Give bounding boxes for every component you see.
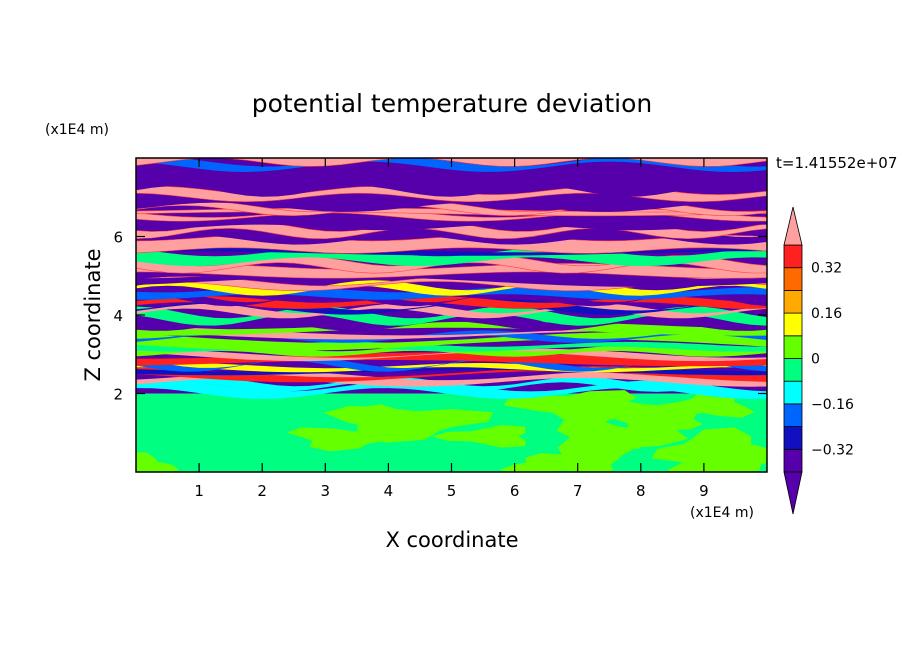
colorbar-segment	[783, 403, 803, 427]
upper-band	[136, 371, 767, 387]
x-tick-label: 1	[194, 482, 204, 500]
lower-blob	[357, 404, 446, 437]
chart-title: potential temperature deviation	[252, 89, 652, 118]
x-tick-label: 3	[321, 482, 331, 500]
x-tick-label: 4	[384, 482, 394, 500]
y-tick-label: 6	[113, 229, 123, 247]
colorbar-segment	[783, 358, 803, 382]
y-axis-ticks: 2 4 6	[113, 229, 767, 404]
upper-band	[136, 348, 767, 362]
colorbar-segment	[783, 426, 803, 450]
colorbar-tick-label: 0	[811, 352, 820, 368]
upper-band	[136, 255, 767, 274]
x-tick-label: 9	[699, 482, 709, 500]
lower-blob	[639, 411, 703, 439]
lower-blob	[667, 447, 762, 472]
upper-band	[136, 158, 767, 167]
lower-blob	[499, 453, 614, 472]
lower-blob	[503, 390, 637, 425]
time-label: t=1.41552e+07	[776, 154, 897, 172]
upper-band	[136, 227, 767, 245]
lower-blob	[651, 427, 767, 465]
x-unit-label: (x1E4 m)	[690, 505, 754, 521]
upper-band	[136, 290, 767, 307]
colorbar-tick-label: −0.16	[811, 397, 854, 413]
x-tick-label: 8	[636, 482, 646, 500]
upper-band	[136, 321, 767, 336]
colorbar-tick-label: 0.16	[811, 306, 842, 322]
upper-band	[356, 158, 641, 159]
colorbar-segment	[783, 448, 803, 473]
upper-band	[136, 303, 767, 319]
x-axis-ticks: 1 2 3 4 5 6 7 8 9	[194, 158, 709, 500]
upper-band	[136, 363, 767, 373]
x-tick-label: 7	[573, 482, 583, 500]
colorbar-segment	[783, 312, 803, 337]
colorbar-tick-label: −0.32	[811, 442, 854, 458]
y-tick-label: 2	[113, 386, 123, 404]
y-tick-label: 4	[113, 307, 123, 325]
colorbar-segment	[783, 267, 803, 291]
y-unit-label: (x1E4 m)	[45, 122, 109, 138]
x-tick-label: 2	[257, 482, 267, 500]
colorbar-segment	[783, 289, 803, 314]
upper-band	[136, 176, 767, 197]
colorbar-segment	[783, 335, 803, 359]
upper-band	[136, 276, 767, 292]
upper-band	[136, 280, 767, 296]
y-axis-label: Z coordinate	[81, 248, 105, 381]
colorbar: 0.32 0.16 0 −0.16 −0.32	[783, 206, 854, 515]
x-tick-label: 5	[447, 482, 457, 500]
upper-band	[136, 212, 767, 231]
upper-band	[136, 331, 767, 351]
colorbar-under-arrow	[783, 471, 803, 515]
colorbar-segment	[783, 380, 803, 405]
colorbar-segment	[783, 244, 803, 269]
colorbar-over-arrow	[783, 206, 803, 246]
lower-blob	[287, 427, 412, 452]
lower-blob	[431, 425, 526, 448]
colorbar-tick-label: 0.32	[811, 261, 842, 277]
x-axis-label: X coordinate	[385, 528, 518, 552]
lower-blob	[136, 452, 180, 472]
plot-field	[136, 158, 767, 472]
x-tick-label: 6	[510, 482, 520, 500]
